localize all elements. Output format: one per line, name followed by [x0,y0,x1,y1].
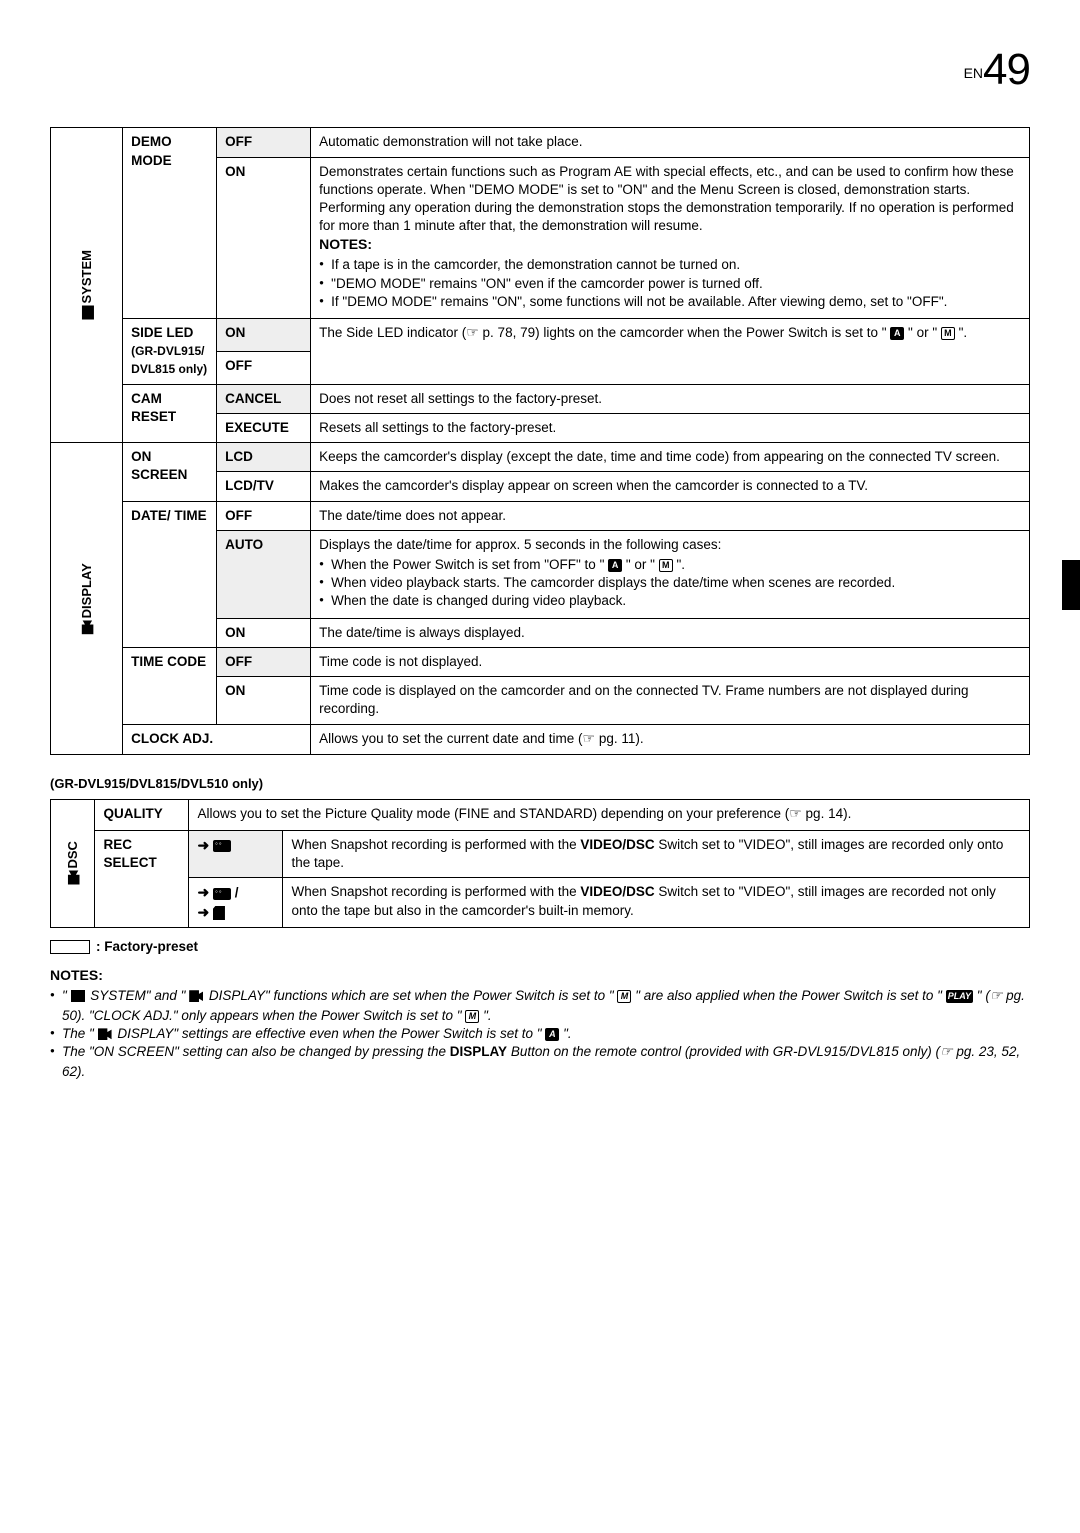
models-note: (GR-DVL915/DVL815/DVL510 only) [50,775,1030,793]
demo-off-desc: Automatic demonstration will not take pl… [311,128,1030,157]
demo-on-desc: Demonstrates certain functions such as P… [311,157,1030,318]
datetime-off-desc: The date/time does not appear. [311,501,1030,530]
settings-table-dsc: DSC QUALITY Allows you to set the Pictur… [50,799,1030,928]
camreset-execute-desc: Resets all settings to the factory-prese… [311,413,1030,442]
camreset-execute-label: EXECUTE [217,413,311,442]
quality-desc: Allows you to set the Picture Quality mo… [189,799,1030,830]
recselect-both-label: ➜ / ➜ [189,878,283,927]
camreset-cancel-label: CANCEL [217,384,311,413]
legend: : Factory-preset [50,938,1030,956]
timecode-off-label: OFF [217,647,311,676]
a-mode-icon: A [545,1028,559,1041]
pointer-icon: ☞ [583,732,596,747]
category-dsc: DSC [51,799,95,927]
footer-notes-head: NOTES: [50,966,1030,985]
footer-notes: NOTES: " SYSTEM" and " DISPLAY" function… [50,966,1030,1081]
option-clock-adj: CLOCK ADJ. [123,724,311,755]
settings-table-main: SYSTEM DEMO MODE OFF Automatic demonstra… [50,127,1030,755]
tape-icon [213,888,231,900]
recselect-tape-desc: When Snapshot recording is performed wit… [283,830,1030,877]
demo-notes-head: NOTES: [319,235,1021,254]
timecode-on-label: ON [217,677,311,724]
m-mode-icon: M [659,559,673,572]
arrow-icon: ➜ [197,884,209,900]
sideled-desc: The Side LED indicator (☞ p. 78, 79) lig… [311,319,1030,385]
camreset-cancel-desc: Does not reset all settings to the facto… [311,384,1030,413]
option-quality: QUALITY [95,799,189,830]
timecode-on-desc: Time code is displayed on the camcorder … [311,677,1030,724]
arrow-icon: ➜ [197,904,209,920]
demo-on-label: ON [217,157,311,318]
clockadj-desc: Allows you to set the current date and t… [311,724,1030,755]
datetime-on-label: ON [217,618,311,647]
arrow-icon: ➜ [197,837,209,853]
category-system-label: SYSTEM [79,250,94,303]
pointer-icon: ☞ [466,326,479,341]
sideled-on-label: ON [217,319,311,352]
recselect-tape-label: ➜ [189,830,283,877]
option-rec-select: REC SELECT [95,830,189,927]
category-display-label: DISPLAY [79,563,94,618]
page-number: EN49 [50,40,1030,99]
a-mode-icon: A [608,559,622,572]
datetime-off-label: OFF [217,501,311,530]
memory-icon [213,906,225,920]
camera-icon [68,871,80,885]
camera-icon [98,1028,112,1040]
camera-icon [189,990,203,1002]
category-dsc-label: DSC [65,841,80,868]
camera-icon [81,620,93,634]
page-side-tab [1062,560,1080,610]
pointer-icon: ☞ [940,1045,953,1060]
datetime-auto-1: When the Power Switch is set from "OFF" … [319,556,1021,574]
footer-note-3: The "ON SCREEN" setting can also be chan… [50,1043,1030,1081]
option-on-screen: ON SCREEN [123,443,217,501]
sideled-off-label: OFF [217,351,311,384]
legend-swatch [50,940,90,954]
category-system: SYSTEM [51,128,123,443]
demo-note-1: If a tape is in the camcorder, the demon… [319,256,1021,274]
timecode-off-desc: Time code is not displayed. [311,647,1030,676]
option-demo-mode: DEMO MODE [123,128,217,319]
datetime-auto-3: When the date is changed during video pl… [319,592,1021,610]
tape-icon [213,840,231,852]
option-cam-reset: CAM RESET [123,384,217,442]
option-time-code: TIME CODE [123,647,217,724]
pointer-icon: ☞ [789,807,802,822]
onscreen-lcd-desc: Keeps the camcorder's display (except th… [311,443,1030,472]
onscreen-lcdtv-desc: Makes the camcorder's display appear on … [311,472,1030,501]
onscreen-lcdtv-label: LCD/TV [217,472,311,501]
m-mode-icon: M [465,1010,479,1023]
legend-text: : Factory-preset [96,939,198,954]
option-date-time: DATE/ TIME [123,501,217,647]
datetime-on-desc: The date/time is always displayed. [311,618,1030,647]
datetime-auto-label: AUTO [217,530,311,618]
footer-note-2: The " DISPLAY" settings are effective ev… [50,1025,1030,1043]
demo-note-3: If "DEMO MODE" remains "ON", some functi… [319,293,1021,311]
recselect-both-desc: When Snapshot recording is performed wit… [283,878,1030,927]
a-mode-icon: A [890,327,904,340]
datetime-auto-desc: Displays the date/time for approx. 5 sec… [311,530,1030,618]
m-mode-icon: M [617,990,631,1003]
option-side-led: SIDE LED (GR-DVL915/ DVL815 only) [123,319,217,385]
wrench-icon [71,990,85,1002]
category-display: DISPLAY [51,443,123,755]
m-mode-icon: M [941,327,955,340]
pointer-icon: ☞ [990,989,1003,1004]
demo-off-label: OFF [217,128,311,157]
demo-note-2: "DEMO MODE" remains "ON" even if the cam… [319,275,1021,293]
datetime-auto-2: When video playback starts. The camcorde… [319,574,1021,592]
play-mode-icon: PLAY [946,990,973,1003]
wrench-icon [81,306,93,320]
onscreen-lcd-label: LCD [217,443,311,472]
footer-note-1: " SYSTEM" and " DISPLAY" functions which… [50,987,1030,1025]
